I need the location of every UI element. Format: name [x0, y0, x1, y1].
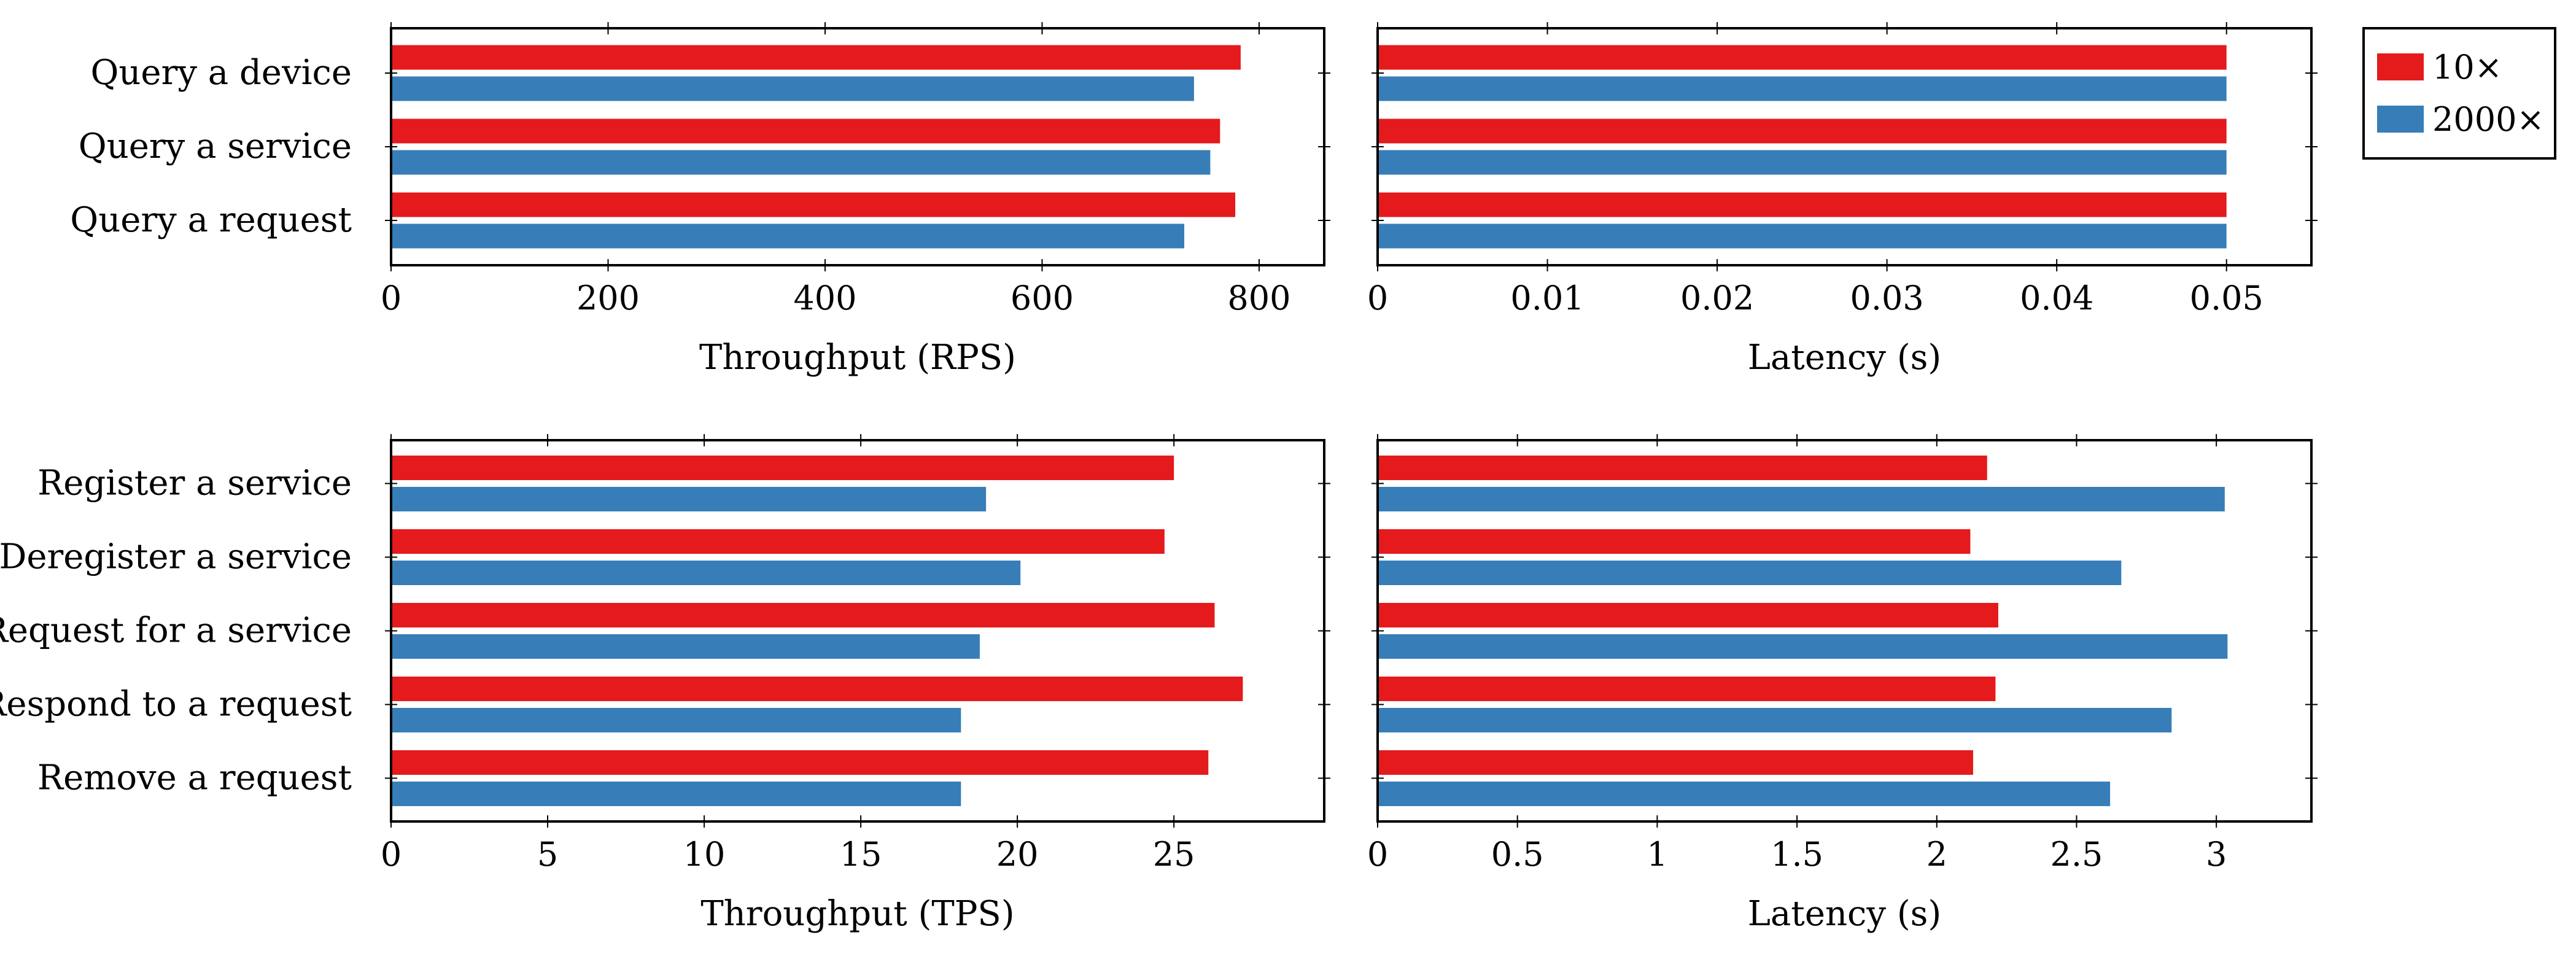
category-label-query-a-service: Query a service — [79, 126, 352, 166]
chart-panel-top-latency: 0 0.01 0.02 0.03 0.04 0.05 Latency (s) — [1367, 22, 2318, 378]
category-label-deregister-a-service: Deregister a service — [0, 537, 352, 577]
x-tick-label: 800 — [1227, 279, 1290, 317]
bar-2000-register-a-service — [391, 487, 987, 511]
bar-2000-respond-to-a-request — [1378, 708, 2172, 732]
x-tick-label: 1.5 — [1771, 835, 1823, 874]
bar-2000-query-a-request — [391, 223, 1184, 249]
x-tick-label: 0.5 — [1491, 835, 1544, 874]
bar-10-query-a-request — [1378, 192, 2227, 217]
x-tick-label: 20 — [996, 835, 1039, 874]
legend-label-2000x: 2000× — [2432, 100, 2545, 139]
x-tick-label: 25 — [1153, 835, 1195, 874]
category-label-respond-to-a-request: Respond to a request — [0, 685, 352, 724]
category-label-remove-a-request: Remove a request — [37, 758, 352, 798]
x-tick-label: 10 — [683, 835, 726, 874]
bar-10-register-a-service — [1378, 456, 1987, 480]
x-tick-label: 0 — [1367, 835, 1388, 874]
chart-panels: Query a device Query a service Query a req… — [0, 22, 2318, 934]
x-tick-label: 3 — [2206, 835, 2227, 874]
x-tick-label: 0 — [1367, 279, 1388, 317]
x-tick-label: 200 — [576, 279, 640, 317]
legend-swatch-2000x — [2377, 106, 2424, 133]
legend: 10× 2000× — [2362, 27, 2556, 160]
bar-10-query-a-device — [1378, 45, 2227, 70]
bar-2000-deregister-a-service — [1378, 561, 2122, 585]
bar-2000-request-for-a-service — [1378, 634, 2228, 659]
bar-10-query-a-request — [391, 192, 1236, 217]
x-tick-label: 2 — [1926, 835, 1947, 874]
bar-10-query-a-service — [391, 118, 1220, 144]
x-tick-label: 600 — [1011, 279, 1074, 317]
x-axis-label: Latency (s) — [1748, 894, 1942, 934]
x-tick-label: 0.02 — [1680, 279, 1754, 317]
bar-2000-query-a-request — [1378, 223, 2227, 249]
x-tick-label: 1 — [1647, 835, 1667, 874]
bar-2000-remove-a-request — [1378, 782, 2111, 806]
bar-10-remove-a-request — [391, 750, 1209, 775]
chart-panel-top-throughput: Query a device Query a service Query a req… — [70, 22, 1330, 378]
x-tick-label: 0 — [381, 279, 402, 317]
bar-10-respond-to-a-request — [391, 677, 1243, 701]
x-tick-label: 15 — [840, 835, 882, 874]
bar-10-register-a-service — [391, 456, 1174, 480]
bar-2000-query-a-service — [391, 150, 1211, 175]
bar-2000-respond-to-a-request — [391, 708, 961, 732]
bar-2000-register-a-service — [1378, 487, 2225, 511]
bar-2000-query-a-device — [391, 76, 1194, 101]
legend-swatch-10x — [2377, 53, 2424, 80]
legend-box — [2362, 27, 2556, 160]
chart-panel-bottom-latency: 0 0.5 1 1.5 2 2.5 3 Latency (s) — [1367, 434, 2318, 934]
category-label-query-a-request: Query a request — [70, 200, 352, 240]
bar-2000-deregister-a-service — [391, 561, 1021, 585]
plot-frame — [1376, 439, 2313, 823]
chart-panel-bottom-throughput: Register a service Deregister a service Re… — [0, 434, 1330, 934]
category-label-query-a-device: Query a device — [90, 53, 352, 93]
bar-10-deregister-a-service — [1378, 529, 1971, 554]
bar-10-remove-a-request — [1378, 750, 1973, 775]
x-axis-label: Throughput (TPS) — [700, 894, 1014, 934]
bar-10-request-for-a-service — [391, 603, 1215, 627]
x-tick-label: 0.03 — [1850, 279, 1924, 317]
bar-10-query-a-service — [1378, 118, 2227, 144]
category-label-request-for-a-service: Request for a service — [0, 611, 352, 651]
category-label-register-a-service: Register a service — [37, 464, 352, 503]
bar-10-deregister-a-service — [391, 529, 1165, 554]
x-tick-label: 0.04 — [2020, 279, 2093, 317]
x-tick-label: 0 — [381, 835, 402, 874]
bar-10-query-a-device — [391, 45, 1241, 70]
x-tick-label: 0.01 — [1510, 279, 1584, 317]
bar-2000-query-a-service — [1378, 150, 2227, 175]
plot-frame — [390, 27, 1325, 266]
x-tick-label: 2.5 — [2050, 835, 2103, 874]
bar-2000-request-for-a-service — [391, 634, 980, 659]
x-tick-label: 5 — [537, 835, 558, 874]
legend-label-10x: 10× — [2432, 48, 2502, 87]
x-tick-label: 0.05 — [2190, 279, 2264, 317]
bar-2000-query-a-device — [1378, 76, 2227, 101]
plot-frame — [390, 439, 1325, 823]
bar-2000-remove-a-request — [391, 782, 961, 806]
bar-10-respond-to-a-request — [1378, 677, 1996, 701]
x-tick-label: 400 — [793, 279, 856, 317]
bar-10-request-for-a-service — [1378, 603, 1998, 627]
x-axis-label: Throughput (RPS) — [699, 338, 1016, 378]
x-axis-label: Latency (s) — [1748, 338, 1942, 378]
plot-frame — [1376, 27, 2313, 266]
